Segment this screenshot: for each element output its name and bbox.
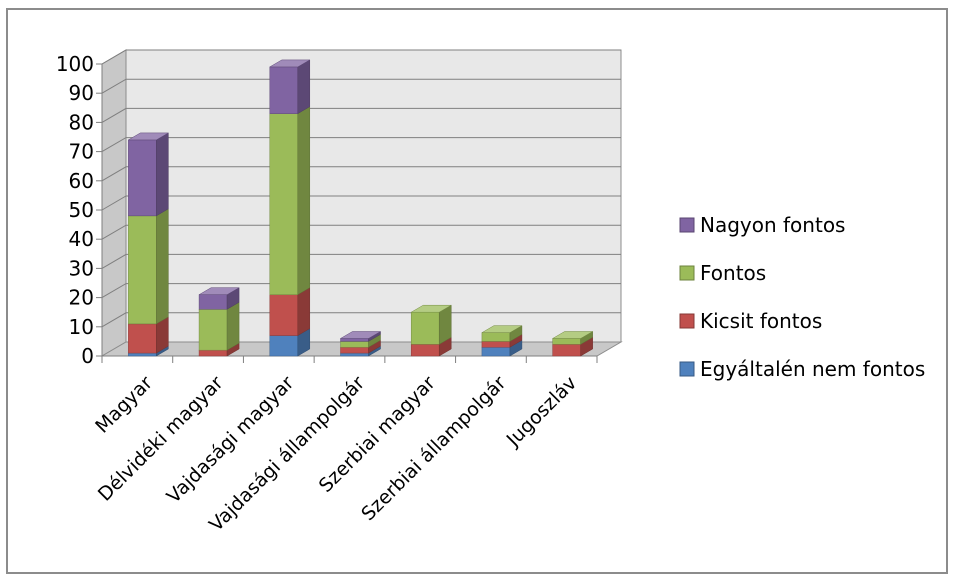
y-tick-label: 80 (69, 110, 94, 134)
legend-item: Egyáltalén nem fontos (679, 357, 925, 381)
bar-front (128, 352, 157, 357)
x-category-label: Szerbiai állampolgár (357, 372, 510, 525)
bar-front (198, 309, 228, 351)
legend-item: Kicsit fontos (679, 309, 822, 333)
x-category-label: Vajdasági magyar (163, 372, 299, 508)
bar-front (269, 294, 299, 336)
legend-swatch (679, 217, 695, 233)
bar-front (481, 346, 511, 357)
legend-item: Fontos (679, 261, 766, 285)
bar-top (339, 331, 382, 339)
bar-side (297, 59, 311, 115)
bar-front (340, 338, 369, 342)
bar-top (198, 287, 240, 295)
bar-top (127, 132, 170, 141)
bar-stack (339, 331, 382, 357)
bar-stack (551, 331, 594, 357)
bar-front (552, 344, 581, 357)
bar-front (269, 113, 299, 295)
y-tick-label: 100 (56, 52, 94, 76)
y-tick-label: 10 (69, 315, 94, 339)
legend-swatch (679, 313, 695, 329)
gridline (101, 137, 621, 153)
x-category-label: Jugoszláv (502, 372, 581, 451)
bar-top (268, 59, 311, 68)
gridline (101, 312, 621, 328)
bar-front (269, 66, 299, 114)
bar-segment (268, 59, 311, 115)
bar-front (481, 332, 511, 342)
bar-front (410, 344, 440, 357)
bar-stack (127, 132, 170, 357)
bar-front (340, 341, 369, 348)
bar-front (340, 346, 369, 354)
y-tick-label: 40 (69, 227, 94, 251)
bar-front (128, 139, 157, 217)
legend-label: Fontos (700, 261, 766, 285)
y-tick-label: 90 (69, 81, 94, 105)
bar-front (198, 349, 228, 357)
bar-side (226, 301, 240, 351)
bar-stack (198, 287, 240, 357)
bar-side (156, 132, 169, 217)
bar-segment (481, 325, 523, 342)
chart-walls (100, 49, 623, 357)
gridline (101, 166, 621, 182)
gridline (101, 107, 621, 123)
bars (127, 59, 594, 357)
y-axis: 0 10 20 30 40 50 60 70 80 90 100 (56, 52, 103, 368)
bar-segment (268, 106, 311, 296)
bar-segment (198, 287, 240, 310)
gridline (101, 78, 621, 94)
bar-front (481, 341, 511, 348)
y-tick-label: 50 (69, 198, 94, 222)
bar-front (128, 215, 157, 325)
bar-segment (410, 304, 453, 345)
gridline (101, 253, 621, 269)
bar-front (410, 311, 440, 345)
gridline (101, 49, 621, 65)
legend-label: Kicsit fontos (700, 309, 822, 333)
x-category-label: Délvidéki magyar (94, 372, 228, 506)
y-tick-label: 0 (81, 344, 94, 368)
bar-top (551, 331, 594, 339)
bar-front (340, 352, 369, 357)
bar-side (297, 287, 311, 336)
gridlines (101, 49, 621, 328)
bar-segment (551, 331, 594, 345)
bar-top (481, 325, 523, 333)
bar-side (297, 106, 311, 296)
y-tick-label: 20 (69, 286, 94, 310)
gridline (101, 283, 621, 299)
legend: Nagyon fontos Fontos Kicsit fontos Egyáltal… (679, 213, 925, 381)
gridline (101, 195, 621, 211)
legend-swatch (679, 361, 695, 377)
bar-stack (268, 59, 311, 357)
y-tick-label: 60 (69, 169, 94, 193)
legend-label: Nagyon fontos (700, 213, 845, 237)
bar-front (128, 323, 157, 354)
x-category-label: Magyar (91, 372, 157, 438)
y-tick-label: 70 (69, 140, 94, 164)
legend-item: Nagyon fontos (679, 213, 845, 237)
gridline (101, 224, 621, 240)
bar-front (198, 294, 228, 310)
bar-top (410, 304, 453, 313)
bar-front (269, 335, 299, 357)
bar-stack (481, 325, 523, 357)
y-tick-label: 30 (69, 256, 94, 280)
legend-label: Egyáltalén nem fontos (700, 357, 925, 381)
bar-front (552, 338, 581, 345)
bar-segment (127, 132, 170, 217)
bar-side (156, 208, 169, 325)
legend-swatch (679, 265, 695, 281)
bar-segment (127, 208, 170, 325)
bar-segment (339, 331, 382, 342)
bar-stack (410, 304, 453, 357)
